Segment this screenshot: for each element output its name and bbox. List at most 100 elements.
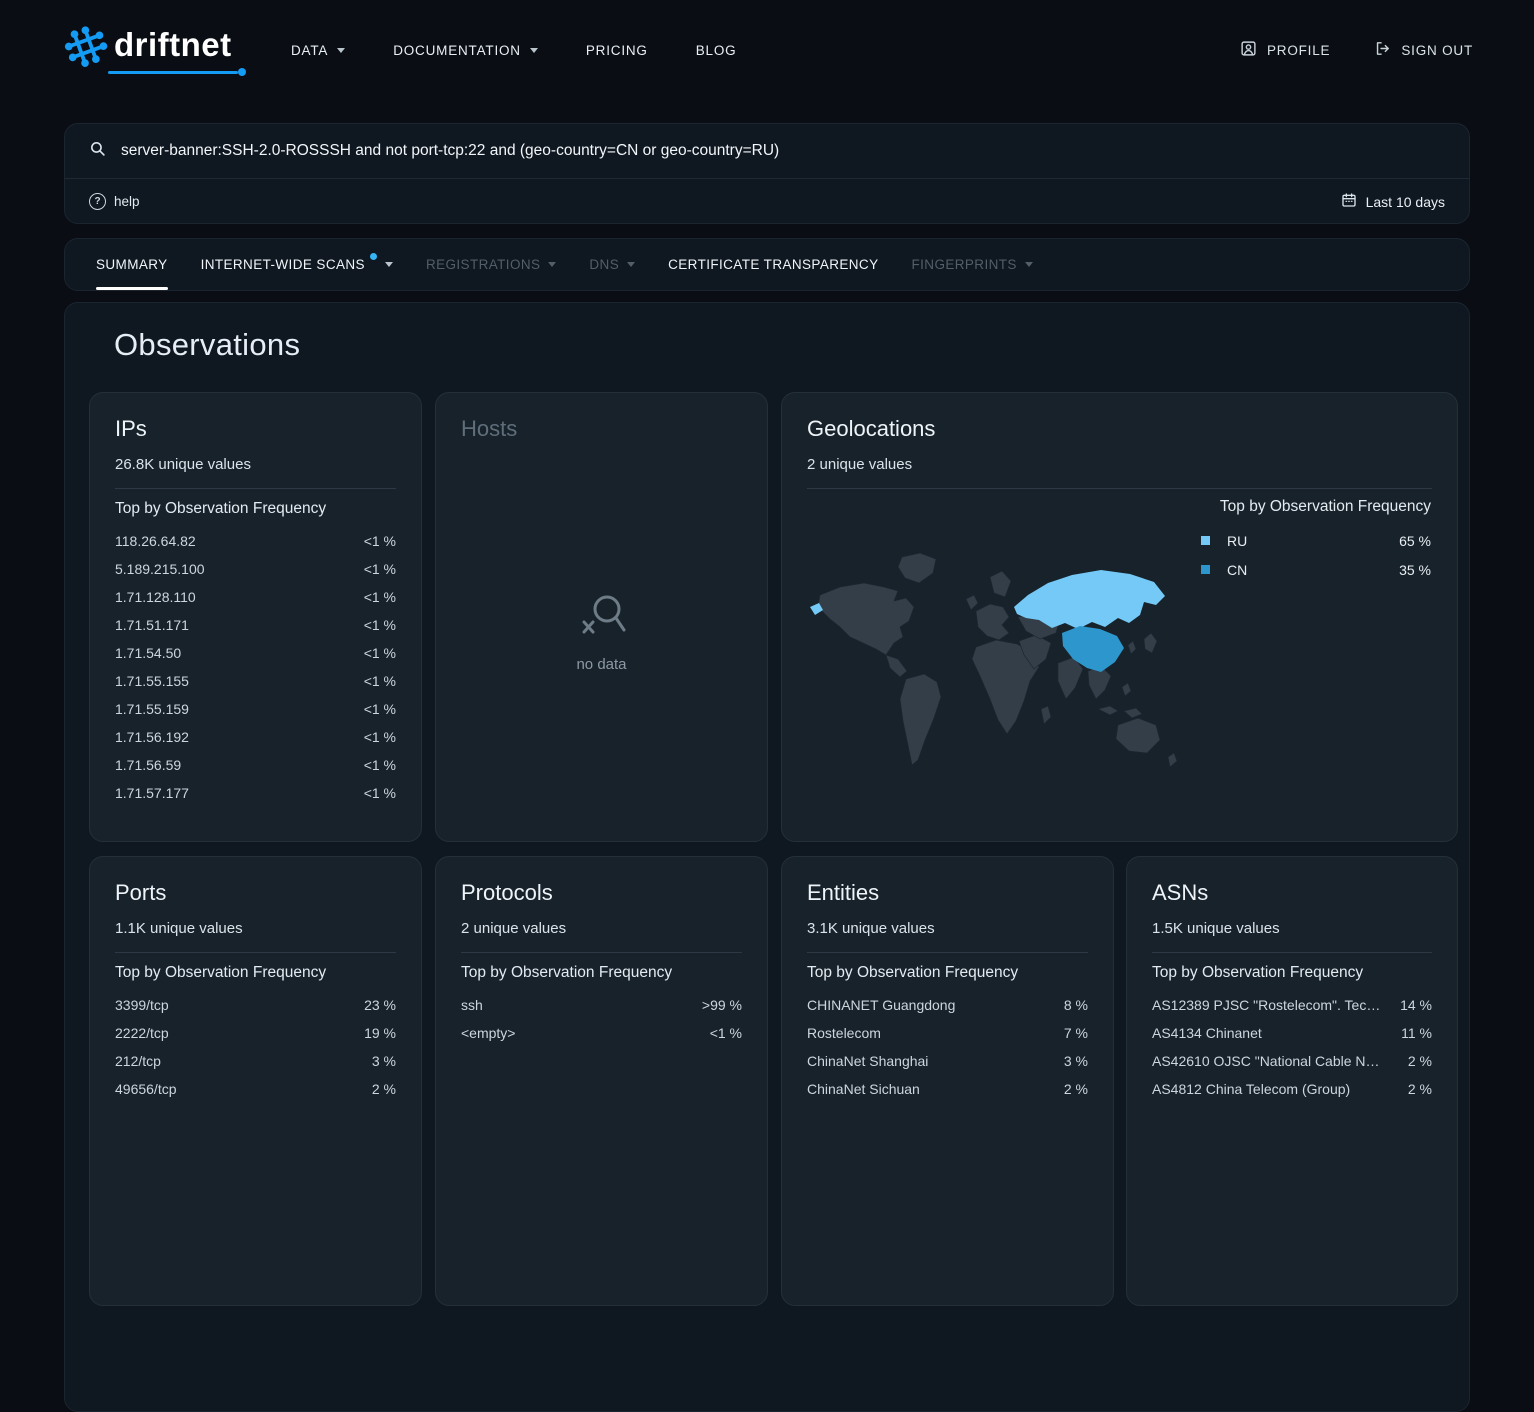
profile-button[interactable]: PROFILE (1240, 40, 1330, 60)
item-value: 23 % (364, 997, 396, 1013)
item-value: 7 % (1064, 1025, 1088, 1041)
no-data-icon (576, 626, 628, 643)
card-protocols-title: Protocols (461, 880, 742, 906)
card-protocols: Protocols 2 unique values Top by Observa… (435, 856, 768, 1306)
country-japan (1144, 633, 1157, 653)
list-item: 1.71.56.59 <1 % (115, 751, 396, 779)
chevron-down-icon (627, 262, 635, 267)
help-label: help (114, 194, 140, 209)
list-header: Top by Observation Frequency (115, 500, 396, 518)
card-entities-unique-count: 3.1K unique values (807, 920, 1088, 937)
list-item: AS4134 Chinanet 11 % (1152, 1019, 1432, 1047)
card-hosts-title: Hosts (461, 416, 742, 442)
card-geolocations-unique-count: 2 unique values (807, 456, 1432, 473)
card-geolocations: Geolocations 2 unique values Top by Obse… (781, 392, 1458, 842)
geo-legend: Top by Observation Frequency RU 65 % CN … (1201, 496, 1431, 584)
item-value: <1 % (364, 533, 396, 549)
list-item: 5.189.215.100 <1 % (115, 555, 396, 583)
item-value: 2 % (1408, 1053, 1432, 1069)
asns-list: AS12389 PJSC "Rostelecom". Techni... 14 … (1152, 991, 1432, 1103)
brand-logo[interactable]: driftnet (62, 18, 262, 82)
tab-fingerprints-label: FINGERPRINTS (912, 257, 1017, 272)
item-value: 3 % (1064, 1053, 1088, 1069)
list-header: Top by Observation Frequency (1152, 964, 1432, 982)
region-south-america (900, 674, 941, 765)
date-range-button[interactable]: Last 10 days (1341, 192, 1445, 211)
observations-section: Observations IPs 26.8K unique values Top… (64, 302, 1470, 1412)
tab-summary[interactable]: SUMMARY (96, 239, 168, 290)
world-map (806, 541, 1181, 786)
list-item: <empty> <1 % (461, 1019, 742, 1047)
list-item: 1.71.55.155 <1 % (115, 667, 396, 695)
item-label: CHINANET Guangdong (807, 997, 955, 1013)
region-europe (976, 604, 1009, 640)
item-value: 11 % (1401, 1025, 1432, 1041)
country-new-zealand (1168, 753, 1177, 767)
card-ports-title: Ports (115, 880, 396, 906)
tab-certificate-transparency[interactable]: CERTIFICATE TRANSPARENCY (668, 239, 878, 290)
item-label: 1.71.56.59 (115, 757, 181, 773)
item-value: 14 % (1400, 997, 1432, 1013)
legend-value: 65 % (1399, 533, 1431, 549)
ips-list: 118.26.64.82 <1 % 5.189.215.100 <1 % 1.7… (115, 527, 396, 807)
list-item: ssh >99 % (461, 991, 742, 1019)
country-greenland (898, 553, 936, 583)
country-uk (966, 595, 978, 610)
brand-name: driftnet (114, 26, 232, 64)
item-value: 8 % (1064, 997, 1088, 1013)
tab-certificate-transparency-label: CERTIFICATE TRANSPARENCY (668, 257, 878, 272)
help-link[interactable]: ? help (89, 193, 140, 210)
nav-documentation-label: DOCUMENTATION (393, 43, 521, 58)
date-range-label: Last 10 days (1366, 194, 1445, 210)
top-header: driftnet DATA DOCUMENTATION PRICING BLOG (0, 0, 1534, 100)
item-value: <1 % (364, 645, 396, 661)
logo-underline (108, 71, 238, 74)
legend-item: CN 35 % (1201, 555, 1431, 584)
network-icon (62, 61, 112, 78)
protocols-list: ssh >99 % <empty> <1 % (461, 991, 742, 1047)
sign-out-button[interactable]: SIGN OUT (1374, 40, 1473, 60)
tab-dns[interactable]: DNS (589, 239, 635, 290)
legend-label: RU (1227, 533, 1247, 549)
tab-internet-wide-scans-label: INTERNET-WIDE SCANS (201, 257, 365, 272)
list-item: Rostelecom 7 % (807, 1019, 1088, 1047)
card-ports: Ports 1.1K unique values Top by Observat… (89, 856, 422, 1306)
list-item: 1.71.54.50 <1 % (115, 639, 396, 667)
calendar-icon (1341, 192, 1357, 211)
tab-fingerprints[interactable]: FINGERPRINTS (912, 239, 1033, 290)
ports-list: 3399/tcp 23 % 2222/tcp 19 % 212/tcp 3 % … (115, 991, 396, 1103)
new-results-dot (370, 253, 377, 260)
nav-data-label: DATA (291, 43, 328, 58)
tab-internet-wide-scans[interactable]: INTERNET-WIDE SCANS (201, 239, 393, 290)
item-label: 3399/tcp (115, 997, 169, 1013)
list-item: 3399/tcp 23 % (115, 991, 396, 1019)
item-value: <1 % (364, 729, 396, 745)
legend-swatch (1201, 565, 1210, 574)
item-value: <1 % (710, 1025, 742, 1041)
item-label: 1.71.57.177 (115, 785, 189, 801)
profile-label: PROFILE (1267, 43, 1330, 58)
tab-registrations-label: REGISTRATIONS (426, 257, 540, 272)
list-item: ChinaNet Sichuan 2 % (807, 1075, 1088, 1103)
empty-state: no data (436, 593, 767, 673)
item-label: ChinaNet Shanghai (807, 1053, 928, 1069)
legend-swatch (1201, 536, 1210, 545)
nav-data[interactable]: DATA (291, 43, 345, 58)
nav-documentation[interactable]: DOCUMENTATION (393, 43, 538, 58)
list-item: CHINANET Guangdong 8 % (807, 991, 1088, 1019)
nav-pricing[interactable]: PRICING (586, 43, 648, 58)
item-label: AS4134 Chinanet (1152, 1025, 1262, 1041)
item-value: <1 % (364, 617, 396, 633)
country-madagascar (1041, 706, 1051, 724)
search-input[interactable] (119, 141, 1445, 161)
list-item: AS4812 China Telecom (Group) 2 % (1152, 1075, 1432, 1103)
nav-blog[interactable]: BLOG (696, 43, 737, 58)
tab-registrations[interactable]: REGISTRATIONS (426, 239, 556, 290)
item-label: Rostelecom (807, 1025, 881, 1041)
list-item: 118.26.64.82 <1 % (115, 527, 396, 555)
item-value: 3 % (372, 1053, 396, 1069)
list-item: 212/tcp 3 % (115, 1047, 396, 1075)
item-value: <1 % (364, 673, 396, 689)
item-label: 118.26.64.82 (115, 533, 196, 549)
legend-value: 35 % (1399, 562, 1431, 578)
